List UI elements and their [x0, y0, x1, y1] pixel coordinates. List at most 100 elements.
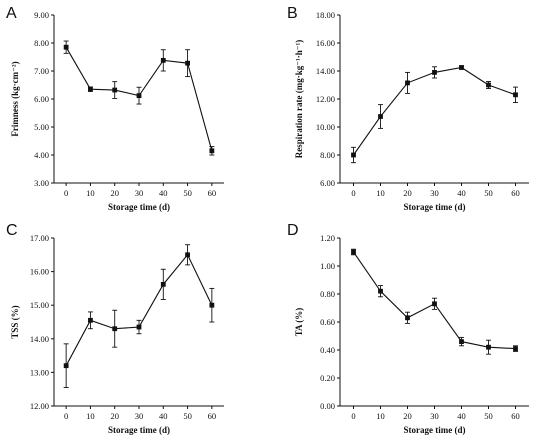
- data-point: [459, 339, 464, 344]
- data-point: [209, 302, 215, 308]
- x-tick-label: 40: [159, 188, 168, 198]
- y-tick-label: 0.00: [320, 401, 335, 411]
- x-tick-label: 40: [159, 411, 168, 421]
- x-tick-label: 0: [64, 188, 68, 198]
- data-point: [63, 363, 69, 369]
- x-tick-label: 10: [86, 188, 95, 198]
- x-tick-label: 0: [351, 411, 355, 421]
- data-point: [136, 93, 142, 99]
- y-tick-label: 15.00: [30, 300, 49, 310]
- y-tick-label: 6.00: [34, 94, 49, 104]
- y-tick-label: 8.00: [34, 38, 49, 48]
- x-tick-label: 50: [484, 188, 493, 198]
- data-point: [405, 315, 410, 321]
- y-tick-label: 16.00: [30, 267, 49, 277]
- y-axis-title: TSS (%): [10, 305, 20, 338]
- data-point: [378, 288, 383, 294]
- series-line: [353, 66, 516, 156]
- data-point: [88, 86, 93, 92]
- y-tick-label: 16.00: [316, 38, 335, 48]
- y-tick-label: 9.00: [34, 10, 49, 20]
- x-tick-label: 60: [208, 411, 217, 421]
- y-tick-label: 14.00: [30, 334, 49, 344]
- x-tick-label: 60: [208, 188, 217, 198]
- panel-c: C 12.00 13.00 14.00 15.00 16.00 17.00 0 10 20 30 40…: [6, 222, 224, 435]
- x-axis-title: Storage time (d): [404, 425, 466, 435]
- data-point: [185, 60, 190, 66]
- y-tick-label: 3.00: [34, 178, 49, 188]
- data-point: [459, 65, 464, 70]
- x-tick-label: 0: [351, 188, 355, 198]
- x-tick-label: 40: [457, 188, 466, 198]
- y-tick-label: 14.00: [316, 66, 335, 76]
- y-tick-label: 6.00: [320, 178, 335, 188]
- y-axis-title: TA (%): [294, 308, 304, 337]
- x-tick-label: 30: [135, 188, 144, 198]
- y-tick-label: 0.60: [320, 317, 335, 327]
- x-tick-label: 10: [86, 411, 95, 421]
- x-tick-label: 30: [430, 411, 439, 421]
- data-point: [513, 346, 518, 351]
- y-tick-label: 4.00: [34, 150, 49, 160]
- y-tick-label: 7.00: [34, 66, 49, 76]
- data-point: [513, 92, 518, 98]
- data-point: [432, 70, 437, 75]
- x-tick-label: 20: [403, 188, 412, 198]
- y-tick-label: 13.00: [30, 367, 49, 377]
- data-point: [112, 326, 118, 332]
- y-tick-label: 8.00: [320, 150, 335, 160]
- data-point: [351, 152, 356, 158]
- x-tick-label: 50: [484, 411, 493, 421]
- data-point: [88, 317, 93, 323]
- data-point: [405, 80, 410, 86]
- data-point: [432, 301, 437, 307]
- data-point: [378, 114, 383, 119]
- data-point: [136, 324, 142, 330]
- y-tick-label: 0.20: [320, 373, 335, 383]
- panel-d: D 0.00 0.20 0.40 0.60 0.80 1.00 1.20 0 10 20 30 40 50…: [287, 222, 529, 435]
- data-point: [160, 57, 166, 63]
- x-tick-label: 60: [511, 188, 520, 198]
- data-point: [160, 281, 166, 287]
- x-tick-label: 20: [403, 411, 412, 421]
- y-tick-label: 17.00: [30, 233, 49, 243]
- data-point: [63, 44, 69, 50]
- x-tick-label: 10: [376, 188, 385, 198]
- panel-letter: A: [6, 5, 17, 22]
- y-tick-label: 0.80: [320, 289, 335, 299]
- panel-a: A 3.00 4.00 5.00 6.00 7.00 8.00 9.00 0 10 20 30 40 50…: [6, 5, 224, 212]
- y-tick-label: 1.20: [320, 233, 335, 243]
- y-tick-label: 12.00: [316, 94, 335, 104]
- data-point: [486, 344, 491, 350]
- x-tick-label: 60: [511, 411, 520, 421]
- series-line: [65, 253, 213, 366]
- y-tick-label: 12.00: [30, 401, 49, 411]
- panel-b: B 6.00 8.00 10.00 12.00 14.00 16.00 18.00 0 10 20 3…: [287, 5, 529, 212]
- data-point: [486, 82, 491, 88]
- x-tick-label: 0: [64, 411, 68, 421]
- x-tick-label: 30: [135, 411, 144, 421]
- x-tick-label: 20: [110, 188, 119, 198]
- y-axis-title: Respiration rate (mg·kg⁻¹·h⁻¹): [294, 40, 304, 158]
- data-point: [185, 252, 190, 258]
- x-tick-label: 50: [183, 411, 192, 421]
- y-axis-title: Frimness (kg·cm⁻²): [10, 61, 20, 136]
- x-axis-title: Storage time (d): [108, 425, 170, 435]
- y-tick-label: 5.00: [34, 122, 49, 132]
- y-tick-label: 10.00: [316, 122, 335, 132]
- data-point: [209, 148, 215, 154]
- panel-letter: B: [287, 5, 298, 22]
- y-tick-label: 18.00: [316, 10, 335, 20]
- x-tick-label: 50: [183, 188, 192, 198]
- x-axis-title: Storage time (d): [404, 202, 466, 212]
- x-tick-label: 20: [110, 411, 119, 421]
- x-tick-label: 10: [376, 411, 385, 421]
- y-tick-label: 1.00: [320, 261, 335, 271]
- y-tick-label: 0.40: [320, 345, 335, 355]
- panel-letter: D: [287, 222, 299, 239]
- x-axis-title: Storage time (d): [108, 202, 170, 212]
- x-tick-label: 40: [457, 411, 466, 421]
- x-tick-label: 30: [430, 188, 439, 198]
- data-point: [112, 87, 118, 93]
